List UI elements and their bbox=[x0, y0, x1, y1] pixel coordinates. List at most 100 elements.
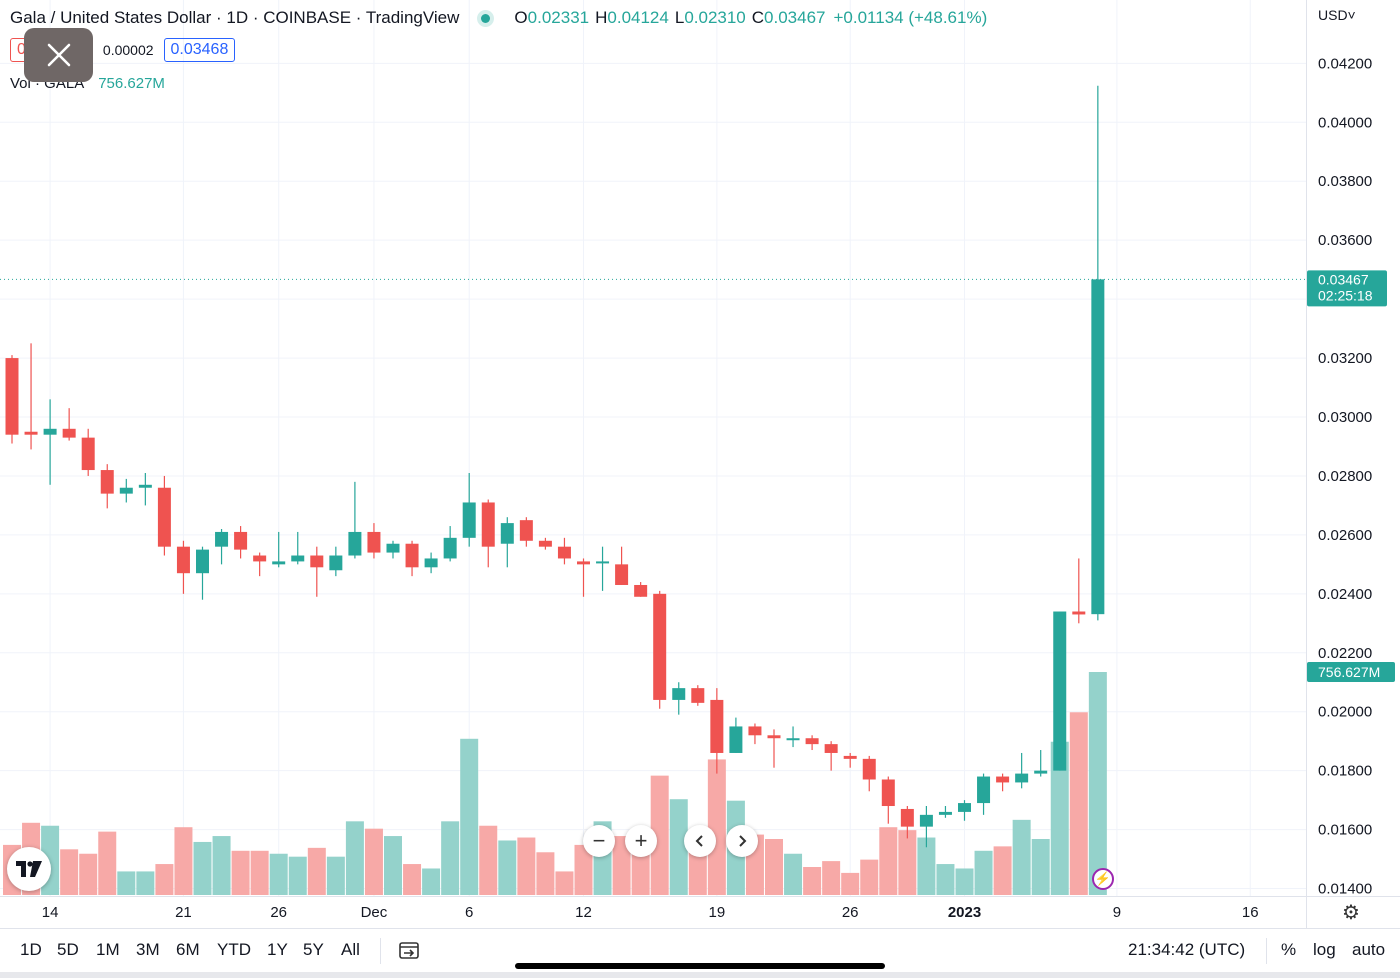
candle-body bbox=[596, 561, 610, 564]
volume-bar bbox=[765, 839, 783, 895]
candle-body bbox=[977, 776, 991, 804]
volume-bar bbox=[803, 867, 822, 895]
range-1y[interactable]: 1Y bbox=[267, 940, 288, 959]
volume-bar bbox=[669, 799, 688, 895]
time-tick-label: 26 bbox=[270, 904, 287, 921]
volume-bar bbox=[384, 836, 402, 895]
price-tick-label: 0.01400 bbox=[1318, 881, 1372, 898]
volume-bar bbox=[250, 850, 269, 895]
volume-bar bbox=[155, 864, 174, 895]
time-tick-label: 16 bbox=[1242, 904, 1259, 921]
candle-body bbox=[786, 738, 800, 741]
scroll-left-button[interactable] bbox=[684, 825, 716, 857]
price-tick-label: 0.02800 bbox=[1318, 468, 1372, 485]
close-value: 0.03467 bbox=[764, 8, 826, 27]
candle-body bbox=[672, 688, 686, 700]
volume-bar bbox=[288, 856, 307, 895]
volume-bar bbox=[898, 830, 917, 895]
price-tick-label: 0.01800 bbox=[1318, 763, 1372, 780]
date-range-button[interactable] bbox=[398, 940, 420, 965]
close-button[interactable] bbox=[24, 28, 93, 82]
candle-body bbox=[1034, 770, 1048, 774]
candle-body bbox=[577, 561, 590, 565]
candle-body bbox=[196, 549, 209, 574]
candle-body bbox=[1072, 611, 1086, 615]
range-ytd[interactable]: YTD bbox=[217, 940, 251, 959]
time-axis: 14 21 26 Dec 6 12 19 26 2023 9 16 bbox=[0, 896, 1400, 978]
candle-body bbox=[176, 546, 190, 574]
range-5d[interactable]: 5D bbox=[57, 940, 79, 959]
candle-body bbox=[215, 531, 229, 547]
price-tick-label: 0.03800 bbox=[1318, 173, 1372, 190]
log-toggle[interactable]: log bbox=[1313, 940, 1336, 959]
range-5y[interactable]: 5Y bbox=[303, 940, 324, 959]
candle-body bbox=[1053, 611, 1067, 771]
tradingview-logo[interactable] bbox=[7, 847, 51, 891]
range-6m[interactable]: 6M bbox=[176, 940, 200, 959]
candle-body bbox=[710, 699, 724, 753]
volume-bar bbox=[1012, 819, 1031, 895]
candle-body bbox=[157, 487, 171, 547]
zoom-in-button[interactable]: + bbox=[625, 825, 657, 857]
price-tick-label: 0.02000 bbox=[1318, 704, 1372, 721]
toolbar-divider bbox=[1266, 938, 1267, 964]
flash-icon[interactable]: ⚡ bbox=[1092, 868, 1114, 890]
close-label: C bbox=[751, 8, 765, 27]
volume-bar bbox=[574, 844, 593, 895]
time-tick-label: Dec bbox=[361, 904, 388, 921]
volume-bar bbox=[1050, 741, 1069, 895]
close-icon bbox=[47, 43, 70, 67]
volume-bar bbox=[555, 871, 574, 895]
range-1d[interactable]: 1D bbox=[20, 940, 42, 959]
scroll-right-button[interactable] bbox=[726, 825, 758, 857]
volume-bar bbox=[917, 837, 936, 895]
candle-body bbox=[234, 531, 248, 550]
chevron-left-icon bbox=[695, 835, 703, 847]
symbol-title: Gala / United States Dollar · 1D · COINB… bbox=[10, 8, 460, 27]
candle-body bbox=[119, 487, 133, 494]
last-price-badge bbox=[1307, 270, 1387, 307]
zoom-out-button[interactable]: − bbox=[583, 825, 615, 857]
settings-gear-icon[interactable]: ⚙ bbox=[1342, 902, 1360, 924]
candle-body bbox=[405, 543, 419, 568]
high-value: 0.04124 bbox=[607, 8, 669, 27]
price-tick-label: 0.04000 bbox=[1318, 114, 1372, 131]
volume-bar bbox=[60, 849, 79, 895]
volume-bar bbox=[98, 831, 117, 895]
percent-toggle[interactable]: % bbox=[1281, 940, 1297, 959]
auto-toggle[interactable]: auto bbox=[1352, 940, 1386, 959]
candle-body bbox=[329, 555, 343, 571]
volume-bar bbox=[345, 821, 364, 895]
candle-body bbox=[805, 738, 819, 745]
volume-bar bbox=[193, 841, 212, 895]
volume-bar bbox=[403, 864, 422, 895]
time-tick-label: 12 bbox=[575, 904, 592, 921]
candle-body bbox=[5, 358, 19, 435]
range-1m[interactable]: 1M bbox=[96, 940, 120, 959]
price-tick-label: 0.03200 bbox=[1318, 350, 1372, 367]
time-tick-label: 6 bbox=[465, 904, 473, 921]
low-value: 0.02310 bbox=[684, 8, 746, 27]
volume-bar bbox=[231, 850, 250, 895]
buy-price-box[interactable]: 0.03468 bbox=[163, 38, 236, 62]
volume-bar bbox=[612, 836, 631, 895]
candle-body bbox=[996, 776, 1010, 783]
volume-bar bbox=[498, 840, 517, 895]
low-label: L bbox=[674, 8, 685, 27]
range-3m[interactable]: 3M bbox=[136, 940, 160, 959]
candle-body bbox=[43, 428, 57, 435]
candle-body bbox=[1015, 773, 1029, 783]
clock-time[interactable]: 21:34:42 (UTC) bbox=[1128, 940, 1246, 959]
candle-body bbox=[272, 561, 286, 565]
high-label: H bbox=[595, 8, 608, 27]
candle-body bbox=[958, 803, 971, 812]
time-tick-label: 21 bbox=[175, 904, 192, 921]
volume-bar bbox=[841, 872, 860, 895]
candle-body bbox=[1091, 279, 1105, 615]
candle-body bbox=[900, 808, 914, 827]
range-all[interactable]: All bbox=[341, 940, 360, 959]
volume-bar bbox=[955, 868, 974, 895]
price-tick-label: 0.03600 bbox=[1318, 232, 1372, 249]
candle-body bbox=[443, 537, 457, 559]
